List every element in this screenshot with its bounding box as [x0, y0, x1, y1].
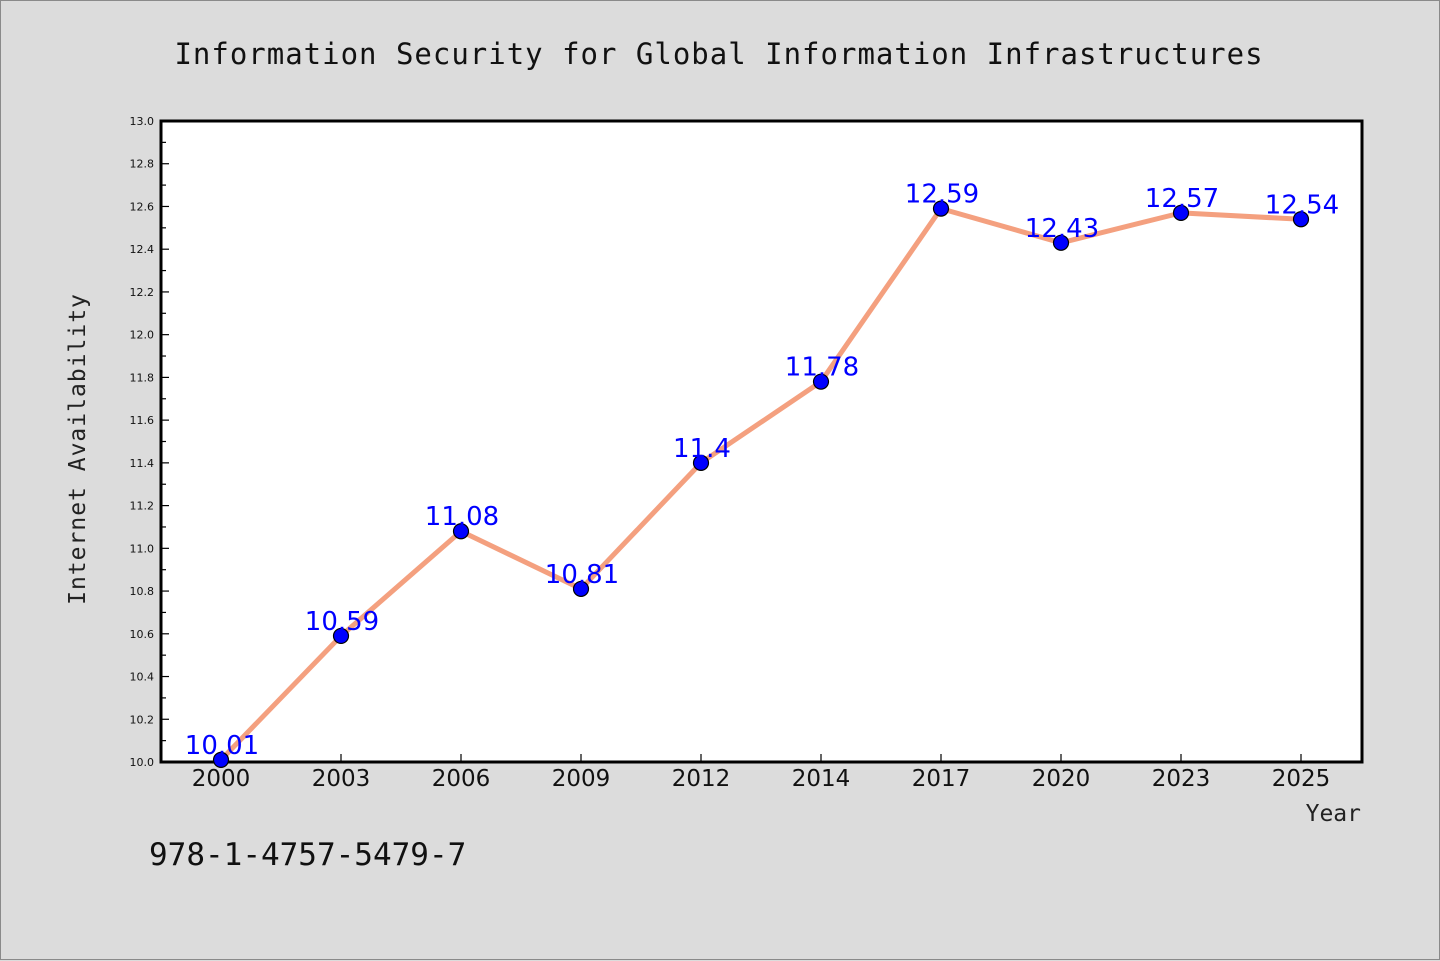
y-axis-label: Internet Availability: [65, 293, 91, 605]
y-tick-label: 12.0: [130, 329, 155, 342]
x-tick-label: 2014: [792, 766, 851, 792]
data-point: [1052, 234, 1070, 251]
data-label: 11.4: [673, 434, 731, 464]
plot-area: [159, 119, 1364, 764]
chart-title: Information Security for Global Informat…: [174, 37, 1263, 71]
y-tick-label: 12.8: [130, 158, 155, 171]
data-point: [692, 454, 710, 471]
y-tick-label: 11.8: [130, 371, 155, 384]
x-tick-label: 2000: [192, 766, 251, 792]
data-label: 12.43: [1025, 214, 1099, 244]
data-label: 12.57: [1145, 184, 1219, 214]
x-axis-label: Year: [1306, 801, 1361, 827]
x-tick-label: 2025: [1272, 766, 1331, 792]
data-label: 12.54: [1265, 190, 1339, 220]
x-tick-label: 2009: [552, 766, 611, 792]
y-tick-label: 12.6: [130, 200, 155, 213]
data-label: 10.81: [545, 560, 619, 590]
y-tick-label: 12.2: [130, 286, 155, 299]
x-tick-label: 2003: [312, 766, 371, 792]
x-axis: 2000 2003 2006 2009 2012 2014 2017 2020 2023 2025: [192, 754, 1331, 792]
x-tick-label: 2020: [1032, 766, 1091, 792]
y-tick-label: 12.4: [130, 243, 155, 256]
series-line: [218, 206, 1304, 763]
data-point: [932, 200, 950, 217]
data-label: 10.01: [185, 731, 259, 761]
x-tick-label: 2006: [432, 766, 491, 792]
y-tick-label: 10.4: [130, 671, 155, 684]
data-label: 11.08: [425, 502, 499, 532]
series-group: [212, 200, 1310, 768]
y-tick-label: 10.8: [130, 585, 155, 598]
x-tick-label: 2012: [672, 766, 731, 792]
data-point: [1292, 211, 1310, 228]
y-tick-label: 13.0: [130, 115, 155, 128]
data-point: [812, 373, 830, 390]
y-tick-label: 11.4: [130, 457, 155, 470]
x-tick-label: 2023: [1152, 766, 1211, 792]
y-tick-label: 11.2: [130, 500, 155, 513]
x-tick-label: 2017: [912, 766, 971, 792]
data-label: 11.78: [785, 353, 859, 383]
data-point: [1172, 204, 1190, 221]
y-tick-label: 10.6: [130, 628, 155, 641]
y-tick-label: 10.2: [130, 713, 155, 726]
data-point: [332, 627, 350, 645]
y-tick-label: 11.6: [130, 414, 155, 427]
y-tick-label: 10.0: [130, 756, 155, 769]
isbn-text: 978-1-4757-5479-7: [149, 837, 466, 873]
y-tick-label: 11.0: [130, 542, 155, 555]
y-axis: 10.0 10.2 10.4 10.6 10.8 11.0 11.2 11.4 11.6 11.8…: [130, 115, 169, 769]
data-point: [452, 523, 470, 540]
data-label: 10.59: [305, 607, 379, 637]
data-label: 12.59: [905, 180, 979, 210]
data-point: [212, 751, 230, 768]
data-point: [572, 580, 590, 598]
data-labels-group: 10.01 10.59 11.08 10.81 11.4 11.78 12.59 12.43 1…: [185, 180, 1339, 761]
